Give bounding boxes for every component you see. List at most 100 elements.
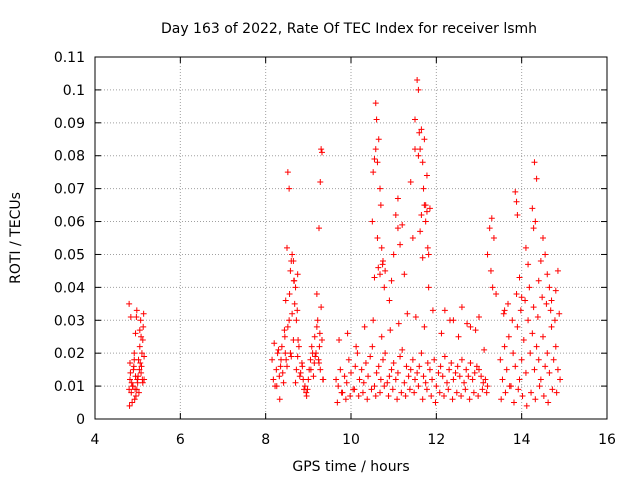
data-point <box>535 277 542 284</box>
data-point <box>420 185 427 192</box>
data-point <box>444 379 450 386</box>
data-point <box>486 225 493 232</box>
y-axis-label: ROTI / TECUs <box>8 192 24 284</box>
data-point <box>394 195 401 202</box>
y-tick-label: 0.1 <box>63 83 85 99</box>
data-point <box>479 386 486 393</box>
y-tick-label: 0.04 <box>54 280 85 296</box>
data-point <box>467 323 474 330</box>
data-point <box>397 353 404 360</box>
data-point <box>546 284 553 291</box>
data-point <box>132 386 139 393</box>
data-point <box>420 373 427 380</box>
data-point <box>513 198 520 205</box>
data-point <box>291 277 298 284</box>
data-point <box>367 353 374 360</box>
data-point <box>452 369 459 376</box>
data-point <box>279 369 286 376</box>
data-point <box>372 146 379 153</box>
x-tick-label: 16 <box>598 432 616 448</box>
data-point <box>129 383 136 390</box>
data-point <box>505 333 512 340</box>
data-point <box>344 330 351 337</box>
data-point <box>423 386 430 393</box>
data-point <box>522 244 529 251</box>
data-point <box>126 386 133 393</box>
data-point <box>316 343 323 350</box>
data-point <box>556 310 563 317</box>
data-point <box>387 327 394 334</box>
y-tick-label: 0.09 <box>54 116 85 132</box>
data-point <box>424 360 431 367</box>
data-point <box>303 392 310 399</box>
data-point <box>132 330 139 337</box>
data-point <box>310 373 317 380</box>
data-point <box>553 389 560 396</box>
data-point <box>525 261 532 268</box>
data-point <box>533 343 540 350</box>
data-point <box>128 379 135 386</box>
data-point <box>141 376 148 383</box>
data-point <box>432 399 439 406</box>
data-point <box>283 356 290 363</box>
data-point <box>377 185 384 192</box>
data-point <box>426 366 433 373</box>
data-point <box>450 376 457 383</box>
data-point <box>422 202 429 209</box>
chart-title: Day 163 of 2022, Rate Of TEC Index for r… <box>161 21 537 37</box>
data-point <box>354 350 361 357</box>
data-point <box>382 350 389 357</box>
data-point <box>412 116 418 123</box>
data-point <box>389 386 396 393</box>
data-point <box>133 313 140 320</box>
data-point <box>544 350 551 357</box>
data-point <box>526 284 533 291</box>
data-point <box>415 152 422 159</box>
data-point <box>415 383 422 390</box>
data-point <box>276 373 283 380</box>
data-point <box>422 218 429 225</box>
data-point <box>312 353 319 360</box>
data-point <box>307 356 314 363</box>
y-tick-label: 0.01 <box>54 379 85 395</box>
data-point <box>138 363 145 370</box>
data-points <box>126 77 564 409</box>
data-point <box>542 251 549 258</box>
data-point <box>277 363 284 370</box>
data-point <box>476 313 482 320</box>
data-point <box>518 356 525 363</box>
data-point <box>297 369 304 376</box>
data-point <box>133 307 140 314</box>
data-point <box>337 366 344 373</box>
data-point <box>317 179 324 186</box>
data-point <box>453 389 460 396</box>
data-point <box>529 205 536 212</box>
data-point <box>503 366 510 373</box>
data-point <box>316 330 323 337</box>
data-point <box>392 376 399 383</box>
data-point <box>484 383 491 390</box>
data-point <box>523 402 530 409</box>
data-point <box>489 284 496 291</box>
data-point <box>546 369 553 376</box>
data-point <box>129 399 136 406</box>
data-point <box>271 340 278 347</box>
data-point <box>316 225 322 232</box>
data-point <box>455 333 462 340</box>
data-point <box>345 356 352 363</box>
data-point <box>404 310 411 317</box>
data-point <box>388 366 395 373</box>
data-point <box>525 317 532 324</box>
data-point <box>375 264 382 271</box>
data-point <box>347 392 354 399</box>
data-point <box>315 356 322 363</box>
data-point <box>549 386 556 393</box>
data-point <box>421 136 428 143</box>
data-point <box>314 317 321 324</box>
grid-lines <box>95 57 607 419</box>
data-point <box>126 376 133 383</box>
x-tick-label: 4 <box>91 432 100 448</box>
data-point <box>313 290 320 297</box>
data-point <box>502 389 509 396</box>
data-point <box>273 383 280 390</box>
